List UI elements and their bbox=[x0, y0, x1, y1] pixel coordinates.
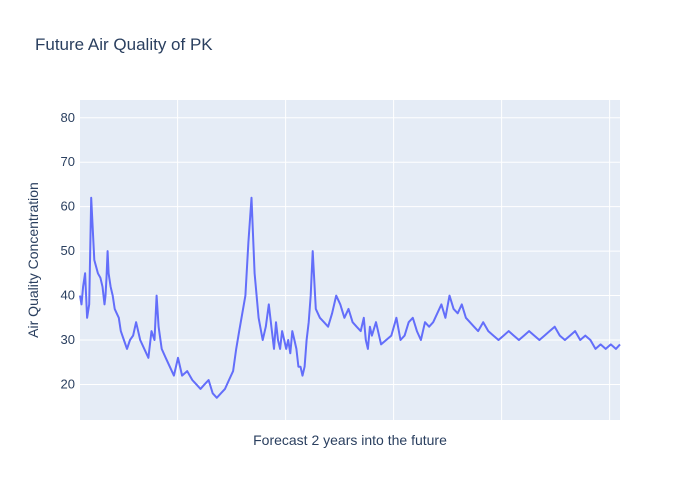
y-axis-title: Air Quality Concentration bbox=[25, 182, 41, 338]
vertical-gridlines bbox=[177, 100, 611, 420]
y-tick-label: 30 bbox=[61, 332, 75, 347]
y-tick-label: 70 bbox=[61, 154, 75, 169]
chart-title: Future Air Quality of PK bbox=[35, 35, 213, 54]
y-tick-label: 80 bbox=[61, 110, 75, 125]
y-tick-label: 20 bbox=[61, 376, 75, 391]
y-tick-label: 40 bbox=[61, 288, 75, 303]
x-axis-title: Forecast 2 years into the future bbox=[253, 432, 447, 448]
air-quality-series-line bbox=[79, 196, 621, 399]
plot-area bbox=[80, 100, 620, 420]
horizontal-gridlines bbox=[80, 117, 620, 385]
y-tick-label: 60 bbox=[61, 199, 75, 214]
y-tick-label: 50 bbox=[61, 243, 75, 258]
y-axis-tick-labels: 20 30 40 50 60 70 80 bbox=[61, 110, 75, 392]
